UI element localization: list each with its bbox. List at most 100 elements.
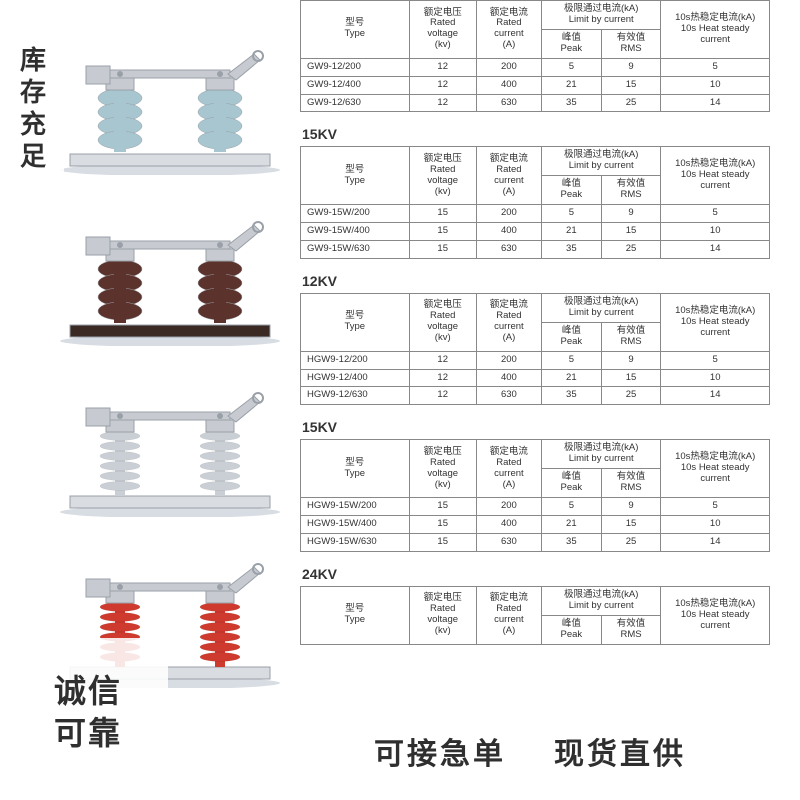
cell-heat: 14 (661, 533, 770, 551)
cell-rms: 9 (601, 58, 661, 76)
table-row: GW9-15W/400 15 400 21 15 10 (301, 223, 770, 241)
watermark-text: 库存充足 (14, 46, 51, 174)
cell-peak: 21 (541, 76, 601, 94)
spec-block: 12KV 型号Type 额定电压Ratedvoltage(kv) 额定电流Rat… (300, 267, 780, 405)
cell-current: 200 (476, 498, 541, 516)
table-row: GW9-12/200 12 200 5 9 5 (301, 58, 770, 76)
cell-heat: 10 (661, 223, 770, 241)
cell-type: HGW9-12/630 (301, 387, 410, 405)
col-voltage: 额定电压Ratedvoltage(kv) (409, 293, 476, 351)
watermark-bottom-right: 可接急单 现货直供 (270, 716, 790, 786)
spec-block: 24KV 型号Type 额定电压Ratedvoltage(kv) 额定电流Rat… (300, 560, 780, 645)
col-heat: 10s热稳定电流(kA)10s Heat steadycurrent (661, 293, 770, 351)
cell-rms: 9 (601, 351, 661, 369)
cell-peak: 35 (541, 94, 601, 112)
watermark-text: 诚信 (54, 671, 122, 713)
table-row: GW9-12/400 12 400 21 15 10 (301, 76, 770, 94)
cell-rms: 15 (601, 223, 661, 241)
block-title: 15KV (300, 413, 780, 439)
cell-current: 200 (476, 58, 541, 76)
page-root: 型号Type 额定电压Ratedvoltage(kv) 额定电流Ratedcur… (0, 0, 800, 800)
table-row: HGW9-12/400 12 400 21 15 10 (301, 369, 770, 387)
cell-voltage: 15 (409, 515, 476, 533)
col-limit: 极限通过电流(kA)Limit by current (541, 147, 660, 176)
cell-voltage: 12 (409, 387, 476, 405)
product-image (30, 362, 290, 517)
cell-type: GW9-12/630 (301, 94, 410, 112)
watermark-text: 现货直供 (554, 729, 686, 773)
col-type: 型号Type (301, 440, 410, 498)
table-header-row: 型号Type 额定电压Ratedvoltage(kv) 额定电流Ratedcur… (301, 1, 770, 30)
cell-type: GW9-15W/200 (301, 205, 410, 223)
cell-peak: 5 (541, 498, 601, 516)
col-rms: 有效值RMS (601, 29, 661, 58)
cell-heat: 5 (661, 351, 770, 369)
cell-rms: 9 (601, 205, 661, 223)
col-peak: 峰值Peak (541, 322, 601, 351)
cell-type: HGW9-12/400 (301, 369, 410, 387)
col-type: 型号Type (301, 586, 410, 644)
block-title: 24KV (300, 560, 780, 586)
cell-type: GW9-15W/400 (301, 223, 410, 241)
spec-table: 型号Type 额定电压Ratedvoltage(kv) 额定电流Ratedcur… (300, 439, 770, 551)
cell-heat: 14 (661, 387, 770, 405)
col-type: 型号Type (301, 147, 410, 205)
watermark-text: 可接急单 (374, 729, 506, 773)
table-row: HGW9-15W/200 15 200 5 9 5 (301, 498, 770, 516)
cell-voltage: 15 (409, 240, 476, 258)
cell-peak: 21 (541, 515, 601, 533)
cell-rms: 15 (601, 369, 661, 387)
cell-voltage: 12 (409, 58, 476, 76)
cell-current: 630 (476, 533, 541, 551)
cell-rms: 25 (601, 94, 661, 112)
spec-table: 型号Type 额定电压Ratedvoltage(kv) 额定电流Ratedcur… (300, 146, 770, 258)
cell-type: HGW9-15W/630 (301, 533, 410, 551)
isolator-icon (30, 362, 290, 517)
cell-heat: 5 (661, 205, 770, 223)
cell-type: HGW9-15W/200 (301, 498, 410, 516)
spec-tables-column: 型号Type 额定电压Ratedvoltage(kv) 额定电流Ratedcur… (300, 0, 780, 800)
cell-current: 630 (476, 94, 541, 112)
col-peak: 峰值Peak (541, 176, 601, 205)
cell-voltage: 15 (409, 205, 476, 223)
col-limit: 极限通过电流(kA)Limit by current (541, 1, 660, 30)
col-voltage: 额定电压Ratedvoltage(kv) (409, 586, 476, 644)
col-limit: 极限通过电流(kA)Limit by current (541, 586, 660, 615)
cell-heat: 10 (661, 515, 770, 533)
col-heat: 10s热稳定电流(kA)10s Heat steadycurrent (661, 1, 770, 59)
col-voltage: 额定电压Ratedvoltage(kv) (409, 440, 476, 498)
cell-peak: 5 (541, 58, 601, 76)
col-heat: 10s热稳定电流(kA)10s Heat steadycurrent (661, 440, 770, 498)
watermark-bottom-left: 诚信 可靠 (8, 638, 168, 788)
cell-current: 630 (476, 240, 541, 258)
spec-block: 15KV 型号Type 额定电压Ratedvoltage(kv) 额定电流Rat… (300, 120, 780, 258)
cell-current: 200 (476, 205, 541, 223)
cell-current: 200 (476, 351, 541, 369)
cell-peak: 5 (541, 205, 601, 223)
cell-heat: 10 (661, 76, 770, 94)
col-rms: 有效值RMS (601, 322, 661, 351)
cell-rms: 25 (601, 533, 661, 551)
cell-peak: 5 (541, 351, 601, 369)
cell-voltage: 12 (409, 369, 476, 387)
spec-table: 型号Type 额定电压Ratedvoltage(kv) 额定电流Ratedcur… (300, 293, 770, 405)
cell-rms: 25 (601, 240, 661, 258)
watermark-top-left: 库存充足 (0, 0, 64, 210)
cell-rms: 9 (601, 498, 661, 516)
col-rms: 有效值RMS (601, 615, 661, 644)
cell-voltage: 12 (409, 94, 476, 112)
spec-block: 15KV 型号Type 额定电压Ratedvoltage(kv) 额定电流Rat… (300, 413, 780, 551)
col-heat: 10s热稳定电流(kA)10s Heat steadycurrent (661, 586, 770, 644)
col-limit: 极限通过电流(kA)Limit by current (541, 440, 660, 469)
cell-peak: 35 (541, 387, 601, 405)
watermark-text: 可靠 (54, 713, 122, 755)
cell-current: 400 (476, 369, 541, 387)
cell-heat: 10 (661, 369, 770, 387)
col-heat: 10s热稳定电流(kA)10s Heat steadycurrent (661, 147, 770, 205)
col-current: 额定电流Ratedcurrent(A) (476, 586, 541, 644)
col-voltage: 额定电压Ratedvoltage(kv) (409, 1, 476, 59)
cell-current: 630 (476, 387, 541, 405)
cell-voltage: 15 (409, 533, 476, 551)
cell-voltage: 12 (409, 351, 476, 369)
table-header-row: 型号Type 额定电压Ratedvoltage(kv) 额定电流Ratedcur… (301, 147, 770, 176)
